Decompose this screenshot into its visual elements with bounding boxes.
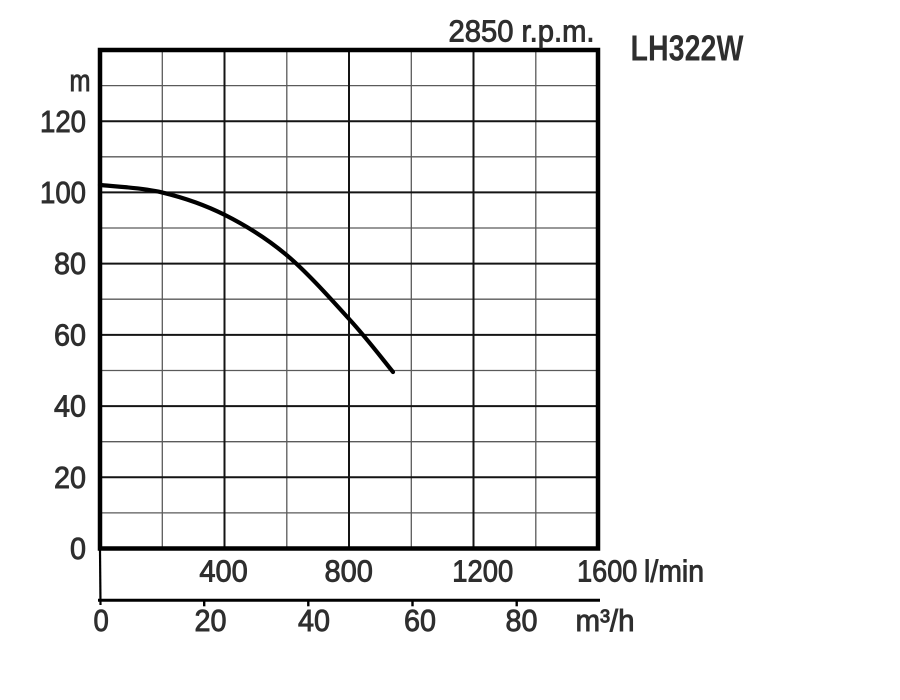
svg-text:60: 60 [54,318,86,353]
svg-text:100: 100 [40,175,86,210]
svg-text:120: 120 [40,104,86,139]
svg-text:20: 20 [54,460,86,495]
svg-text:2850 r.p.m.: 2850 r.p.m. [449,14,595,49]
svg-text:0: 0 [94,603,109,638]
svg-text:20: 20 [195,603,227,638]
svg-text:800: 800 [325,554,373,589]
svg-text:40: 40 [298,603,330,638]
svg-text:400: 400 [199,554,247,589]
svg-text:0: 0 [70,531,86,566]
svg-text:1200: 1200 [452,554,513,589]
svg-text:1600: 1600 [577,554,637,589]
svg-text:LH322W: LH322W [631,28,744,69]
svg-text:m³/h: m³/h [576,603,635,638]
svg-text:l/min: l/min [644,554,704,589]
svg-text:80: 80 [506,603,538,638]
svg-text:60: 60 [404,603,436,638]
svg-text:80: 80 [54,246,86,281]
svg-text:40: 40 [54,389,86,424]
svg-text:m: m [70,63,91,98]
